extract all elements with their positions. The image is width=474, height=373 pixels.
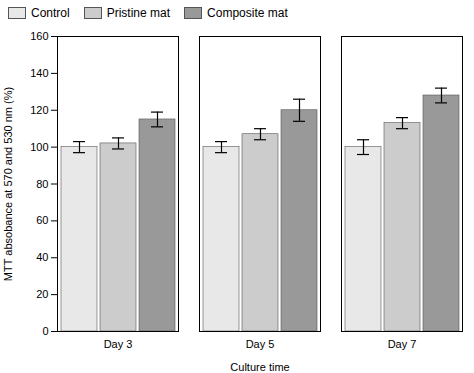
html-text:Control: Control: [31, 6, 70, 20]
svg-text:120: 120: [30, 104, 48, 116]
svg-text:0: 0: [42, 325, 48, 337]
svg-text:140: 140: [30, 67, 48, 79]
svg-text:Day 7: Day 7: [388, 338, 417, 350]
svg-text:80: 80: [36, 178, 48, 190]
svg-text:MTT absobance at 570 and 530 n: MTT absobance at 570 and 530 nm (%): [2, 87, 14, 281]
svg-text:Day 3: Day 3: [104, 338, 133, 350]
svg-text:20: 20: [36, 288, 48, 300]
html-text:Pristine mat: Pristine mat: [106, 6, 170, 20]
svg-text:Culture time: Culture time: [230, 361, 289, 373]
svg-text:160: 160: [30, 30, 48, 42]
html-text:Composite mat: Composite mat: [207, 6, 288, 20]
svg-text:40: 40: [36, 251, 48, 263]
svg-text:100: 100: [30, 141, 48, 153]
svg-text:60: 60: [36, 214, 48, 226]
svg-text:Day 5: Day 5: [246, 338, 275, 350]
